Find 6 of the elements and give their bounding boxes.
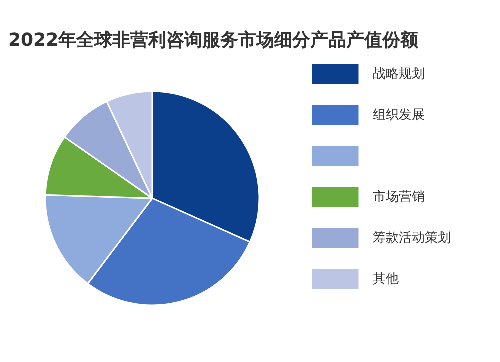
legend-label: 筹款活动策划 bbox=[373, 230, 451, 246]
legend-label: 市场营销 bbox=[373, 188, 425, 206]
legend-label: 组织发展 bbox=[373, 106, 425, 124]
legend-label: 战略规划 bbox=[373, 66, 425, 82]
legend-label: 其他 bbox=[373, 270, 399, 288]
chart-title: 2022年全球非营利咨询服务市场细分产品产值份额 bbox=[8, 30, 420, 51]
